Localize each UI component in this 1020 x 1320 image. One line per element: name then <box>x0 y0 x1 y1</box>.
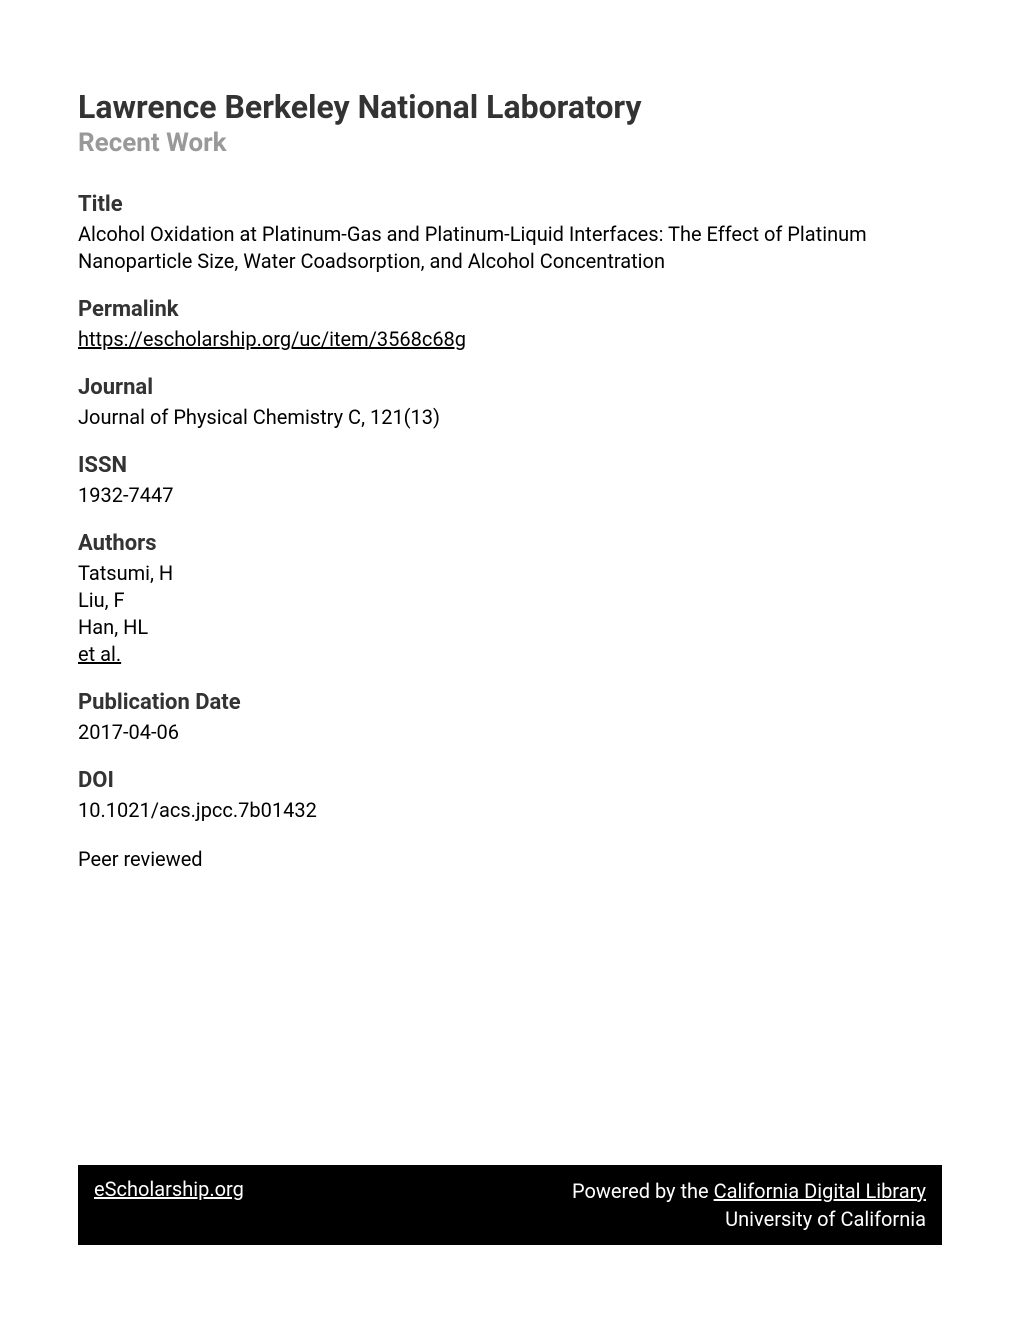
pubdate-label: Publication Date <box>78 690 942 715</box>
author-item: Liu, F <box>78 587 942 614</box>
pubdate-value: 2017-04-06 <box>78 719 942 746</box>
pubdate-section: Publication Date 2017-04-06 <box>78 690 942 746</box>
authors-section: Authors Tatsumi, H Liu, F Han, HL et al. <box>78 531 942 668</box>
subtitle-heading: Recent Work <box>78 128 942 158</box>
title-section: Title Alcohol Oxidation at Platinum-Gas … <box>78 192 942 275</box>
university-text: University of California <box>572 1205 926 1233</box>
escholarship-link[interactable]: eScholarship.org <box>94 1177 244 1201</box>
issn-label: ISSN <box>78 453 942 478</box>
permalink-label: Permalink <box>78 297 942 322</box>
doi-label: DOI <box>78 768 942 793</box>
issn-section: ISSN 1932-7447 <box>78 453 942 509</box>
doi-section: DOI 10.1021/acs.jpcc.7b01432 <box>78 768 942 824</box>
author-item: Han, HL <box>78 614 942 641</box>
authors-more-link[interactable]: et al. <box>78 642 121 666</box>
powered-by-text: Powered by the <box>572 1179 714 1203</box>
cdl-link[interactable]: California Digital Library <box>714 1179 926 1203</box>
title-value: Alcohol Oxidation at Platinum-Gas and Pl… <box>78 221 942 275</box>
permalink-link[interactable]: https://escholarship.org/uc/item/3568c68… <box>78 327 466 351</box>
page-footer: eScholarship.org Powered by the Californ… <box>78 1165 942 1245</box>
authors-label: Authors <box>78 531 942 556</box>
journal-section: Journal Journal of Physical Chemistry C,… <box>78 375 942 431</box>
permalink-section: Permalink https://escholarship.org/uc/it… <box>78 297 942 353</box>
doi-value: 10.1021/acs.jpcc.7b01432 <box>78 797 942 824</box>
journal-label: Journal <box>78 375 942 400</box>
title-label: Title <box>78 192 942 217</box>
peer-reviewed-text: Peer reviewed <box>78 846 942 873</box>
issn-value: 1932-7447 <box>78 482 942 509</box>
journal-value: Journal of Physical Chemistry C, 121(13) <box>78 404 942 431</box>
institution-heading: Lawrence Berkeley National Laboratory <box>78 88 942 126</box>
author-item: Tatsumi, H <box>78 560 942 587</box>
